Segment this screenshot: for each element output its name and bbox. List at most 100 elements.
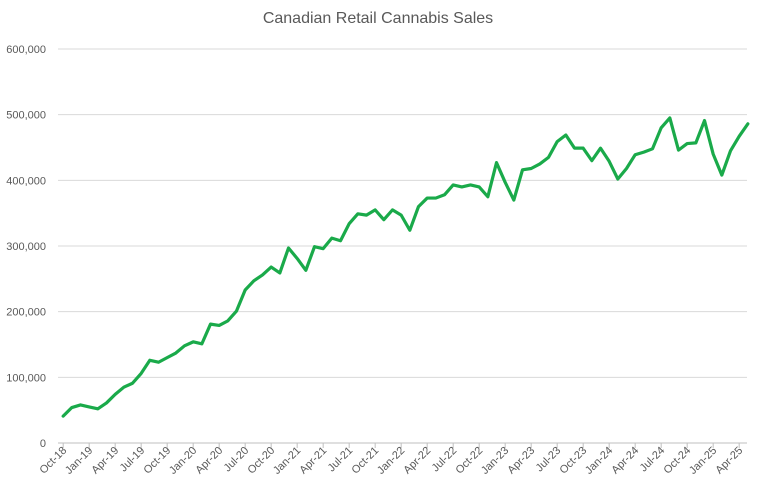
data-point [590, 159, 594, 163]
data-point [469, 183, 473, 187]
x-tick-label: Apr-22 [401, 445, 433, 477]
data-point [642, 150, 646, 154]
data-point [746, 122, 750, 126]
data-point [113, 392, 117, 396]
x-tick-label: Apr-20 [193, 445, 225, 477]
data-point [460, 185, 464, 189]
data-point [434, 196, 438, 200]
gridlines [58, 48, 747, 444]
data-point [321, 247, 325, 251]
data-point [547, 155, 551, 159]
data-point [417, 205, 421, 209]
data-point [330, 236, 334, 240]
data-point [521, 168, 525, 172]
data-point [131, 381, 135, 385]
data-point [668, 116, 672, 120]
data-point [677, 148, 681, 152]
data-point [391, 208, 395, 212]
data-point [659, 126, 663, 130]
data-point [278, 271, 282, 275]
data-point [486, 195, 490, 199]
x-tick-label: Oct-23 [557, 445, 589, 477]
data-point [365, 213, 369, 217]
data-point [157, 360, 161, 364]
data-point [720, 173, 724, 177]
y-tick-label: 0 [40, 438, 46, 450]
data-point [729, 149, 733, 153]
data-point [105, 401, 109, 405]
data-point [269, 265, 273, 269]
x-tick-label: Jan-23 [479, 445, 511, 477]
data-point [339, 239, 343, 243]
y-tick-label: 600,000 [6, 44, 46, 56]
y-tick-label: 400,000 [6, 175, 46, 187]
data-point [451, 183, 455, 187]
x-tick-label: Oct-19 [141, 445, 173, 477]
data-point [616, 177, 620, 181]
data-point [304, 268, 308, 272]
data-point [503, 180, 507, 184]
chart-title: Canadian Retail Cannabis Sales [263, 10, 493, 27]
data-point [61, 414, 65, 418]
x-tick-label: Jan-20 [167, 445, 199, 477]
data-point [512, 198, 516, 202]
x-tick-label: Oct-24 [661, 445, 693, 477]
y-tick-label: 300,000 [6, 241, 46, 253]
data-point [200, 342, 204, 346]
data-point [139, 371, 143, 375]
x-tick-label: Apr-23 [505, 445, 537, 477]
data-point [651, 147, 655, 151]
data-point [217, 323, 221, 327]
data-point [191, 340, 195, 344]
data-point [79, 403, 83, 407]
data-point [425, 196, 429, 200]
x-tick-label: Jan-19 [63, 445, 95, 477]
data-point [313, 245, 317, 249]
data-point [538, 162, 542, 166]
data-point [165, 356, 169, 360]
data-point [295, 256, 299, 260]
data-point [356, 212, 360, 216]
data-point [685, 142, 689, 146]
data-point [711, 152, 715, 156]
data-point [287, 246, 291, 250]
data-point [243, 288, 247, 292]
data-point [209, 322, 213, 326]
data-point [399, 213, 403, 217]
data-point [174, 351, 178, 355]
data-point [382, 218, 386, 222]
data-point [573, 146, 577, 150]
data-point [443, 193, 447, 197]
y-tick-label: 500,000 [6, 110, 46, 122]
data-point [347, 222, 351, 226]
data-point [694, 141, 698, 145]
data-point [555, 140, 559, 144]
data-point [408, 228, 412, 232]
data-point [599, 146, 603, 150]
x-axis-tick-labels: Oct-18Jan-19Apr-19Jul-19Oct-19Jan-20Apr-… [37, 443, 745, 477]
series-line [61, 116, 750, 418]
data-point [633, 153, 637, 157]
data-point [70, 406, 74, 410]
x-tick-label: Apr-21 [297, 445, 329, 477]
x-tick-label: Jan-21 [271, 445, 303, 477]
data-point [261, 273, 265, 277]
x-tick-label: Oct-21 [349, 445, 381, 477]
x-tick-label: Jan-22 [375, 445, 407, 477]
x-tick-label: Oct-22 [453, 445, 485, 477]
x-tick-label: Jan-24 [583, 445, 615, 477]
data-point [96, 407, 100, 411]
data-point [581, 146, 585, 150]
data-point [373, 208, 377, 212]
data-point [183, 344, 187, 348]
data-point [477, 185, 481, 189]
data-point [564, 133, 568, 137]
data-point [87, 405, 91, 409]
data-point [495, 161, 499, 165]
y-tick-label: 100,000 [6, 372, 46, 384]
x-tick-label: Oct-20 [245, 445, 277, 477]
data-point [235, 309, 239, 313]
data-point [607, 159, 611, 163]
